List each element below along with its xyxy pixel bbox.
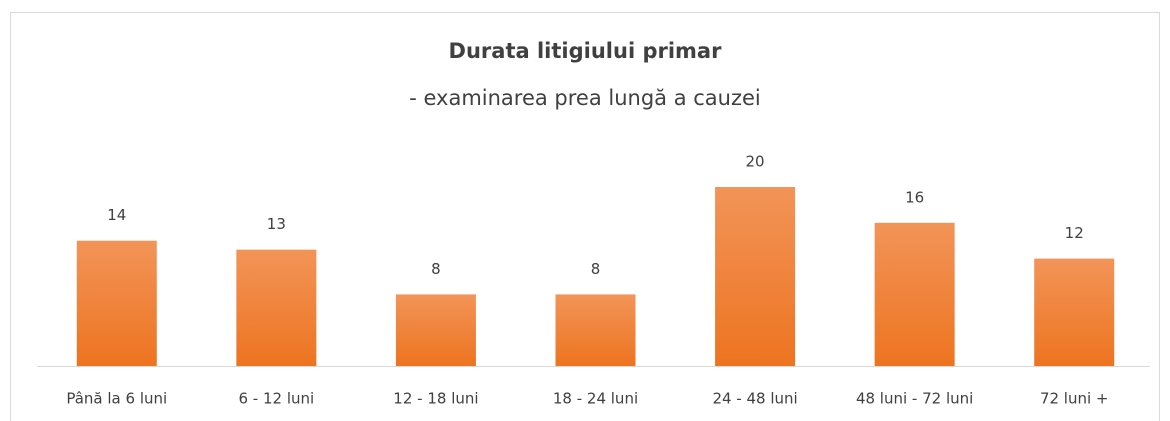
chart-subtitle: - examinarea prea lungă a cauzei [409, 86, 761, 110]
bar [395, 294, 476, 366]
chart-title: Durata litigiului primar [449, 39, 723, 63]
bar [76, 240, 157, 366]
x-tick-label: 72 luni + [1040, 390, 1109, 408]
data-label: 16 [905, 188, 924, 206]
x-tick-label: 12 - 18 luni [393, 390, 478, 408]
data-label: 8 [431, 260, 441, 278]
x-tick-label: 18 - 24 luni [553, 390, 638, 408]
x-tick-label: Până la 6 luni [66, 390, 167, 408]
bar [555, 294, 636, 366]
data-label: 8 [591, 260, 601, 278]
bar [715, 187, 796, 366]
x-tick-label: 6 - 12 luni [239, 390, 315, 408]
data-label: 13 [267, 215, 286, 233]
x-tick-label: 24 - 48 luni [712, 390, 797, 408]
data-label: 14 [107, 206, 126, 224]
bar [1034, 258, 1115, 366]
data-label: 20 [746, 153, 765, 171]
x-tick-label: 48 luni - 72 luni [856, 390, 973, 408]
bar [874, 222, 955, 366]
data-label: 12 [1065, 224, 1084, 242]
bar [236, 249, 317, 366]
